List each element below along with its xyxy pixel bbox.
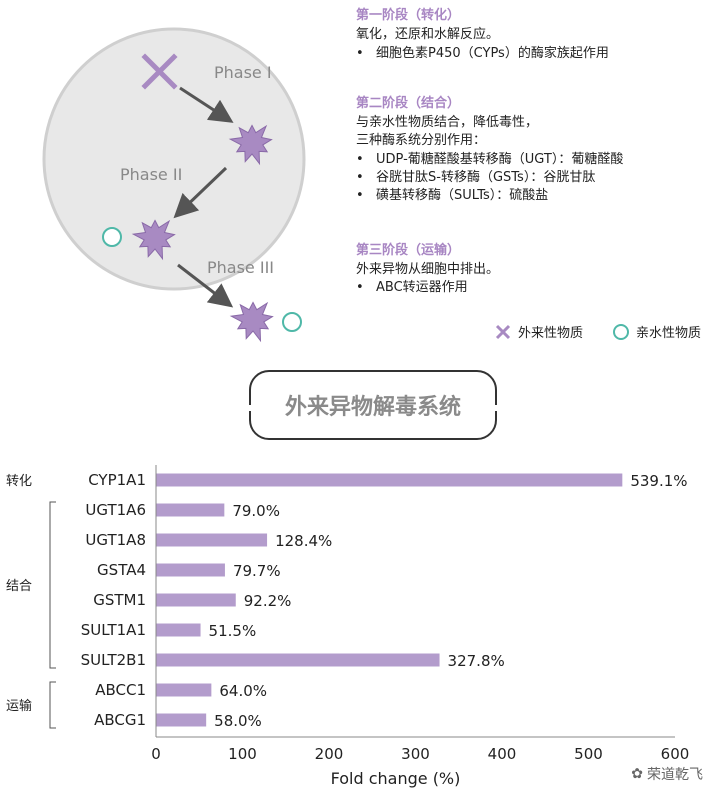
stage1-bullet: 细胞色素P450（CYPs）的酶家族起作用: [356, 44, 609, 63]
bar: [156, 563, 225, 577]
category-label: GSTM1: [93, 591, 146, 609]
watermark: ✿ 荣道乾飞: [631, 764, 703, 784]
stage2-bullet-ugt: UDP-葡糖醛酸基转移酶（UGT）：葡糖醛酸: [356, 150, 623, 169]
value-label: 327.8%: [448, 652, 505, 670]
category-label: ABCG1: [94, 711, 146, 729]
watermark-text: 荣道乾飞: [647, 767, 703, 783]
x-tick-label: 100: [228, 745, 257, 763]
x-tick-label: 400: [488, 745, 517, 763]
metabolite-star-icon: [229, 301, 274, 343]
bar: [156, 473, 623, 487]
category-label: ABCC1: [95, 681, 146, 699]
section-banner: 外来异物解毒系统: [249, 370, 497, 440]
category-label: SULT1A1: [81, 621, 146, 639]
stage2-desc: 与亲水性物质结合，降低毒性，: [356, 115, 539, 130]
phase-diagram: Phase I Phase II Phase III: [42, 27, 306, 343]
stage2-bullet-sult: 磺基转移酶（SULTs）：硫酸盐: [356, 186, 548, 205]
metabolite-star-icon: [131, 219, 176, 261]
phase-3-label: Phase III: [207, 258, 274, 277]
value-label: 79.0%: [232, 502, 280, 520]
stage1-desc: 氧化，还原和水解反应。: [356, 27, 500, 42]
phase-2-label: Phase II: [120, 165, 182, 184]
x-axis-label: Fold change (%): [331, 769, 461, 788]
hydrophilic-circle-icon: [102, 227, 122, 247]
bar: [156, 593, 236, 607]
value-label: 64.0%: [219, 682, 267, 700]
bar: [156, 713, 207, 727]
value-label: 51.5%: [209, 622, 257, 640]
stage3-bullet: ABC转运器作用: [356, 278, 468, 297]
stage3-desc: 外来异物从细胞中排出。: [356, 262, 500, 277]
metabolite-star-icon: [228, 124, 273, 166]
xenobiotic-x-icon: [495, 324, 511, 339]
category-label: UGT1A8: [85, 531, 146, 549]
arrow-phase-3: [177, 263, 234, 308]
stage1-title: 第一阶段（转化）: [356, 8, 461, 23]
x-tick-label: 200: [315, 745, 344, 763]
bar: [156, 623, 201, 637]
phase-1-label: Phase I: [214, 63, 272, 82]
category-label: SULT2B1: [81, 651, 146, 669]
category-label: CYP1A1: [88, 471, 146, 489]
legend-hydrophilic: 亲水性物质: [612, 322, 701, 341]
xenobiotic-x-icon: [141, 53, 178, 90]
value-label: 539.1%: [630, 472, 687, 490]
group-label: 转化: [6, 474, 32, 489]
stage3-title: 第三阶段（运输）: [356, 243, 461, 258]
hydrophilic-circle-icon: [282, 312, 302, 332]
wechat-icon: ✿: [631, 766, 643, 782]
bar: [156, 503, 225, 517]
arrow-phase-1: [179, 86, 234, 123]
x-tick-label: 300: [401, 745, 430, 763]
stage2-desc2: 三种酶系统分别作用：: [356, 133, 487, 148]
stage2-title: 第二阶段（结合）: [356, 96, 461, 111]
banner-title: 外来异物解毒系统: [284, 395, 461, 420]
arrow-phase-2: [173, 166, 228, 219]
category-label: UGT1A6: [85, 501, 146, 519]
category-label: GSTA4: [97, 561, 146, 579]
group-label: 运输: [6, 698, 32, 714]
bar: [156, 533, 268, 547]
fold-change-bar-chart: CYP1A1 539.1% UGT1A6 79.0% UGT1A8 128.4% GSTA4…: [6, 465, 690, 788]
value-label: 79.7%: [233, 562, 281, 580]
x-tick-label: 600: [661, 745, 690, 763]
group-bracket: [49, 681, 56, 729]
value-label: 92.2%: [244, 592, 292, 610]
cell-circle: [42, 27, 306, 291]
legend-xenobiotic: 外来性物质: [494, 322, 583, 341]
group-bracket: [49, 501, 56, 669]
legend-xenobiotic-label: 外来性物质: [518, 326, 584, 341]
hydrophilic-circle-icon: [613, 323, 629, 340]
bar: [156, 683, 212, 697]
x-tick-label: 500: [574, 745, 603, 763]
value-label: 58.0%: [214, 712, 262, 730]
value-label: 128.4%: [275, 532, 332, 550]
bar: [156, 653, 440, 667]
x-tick-label: 0: [151, 745, 161, 763]
stage2-bullet-gst: 谷胱甘肽S-转移酶（GSTs）：谷胱甘肽: [356, 168, 595, 187]
group-label: 结合: [6, 579, 32, 594]
legend-hydrophilic-label: 亲水性物质: [636, 326, 702, 341]
